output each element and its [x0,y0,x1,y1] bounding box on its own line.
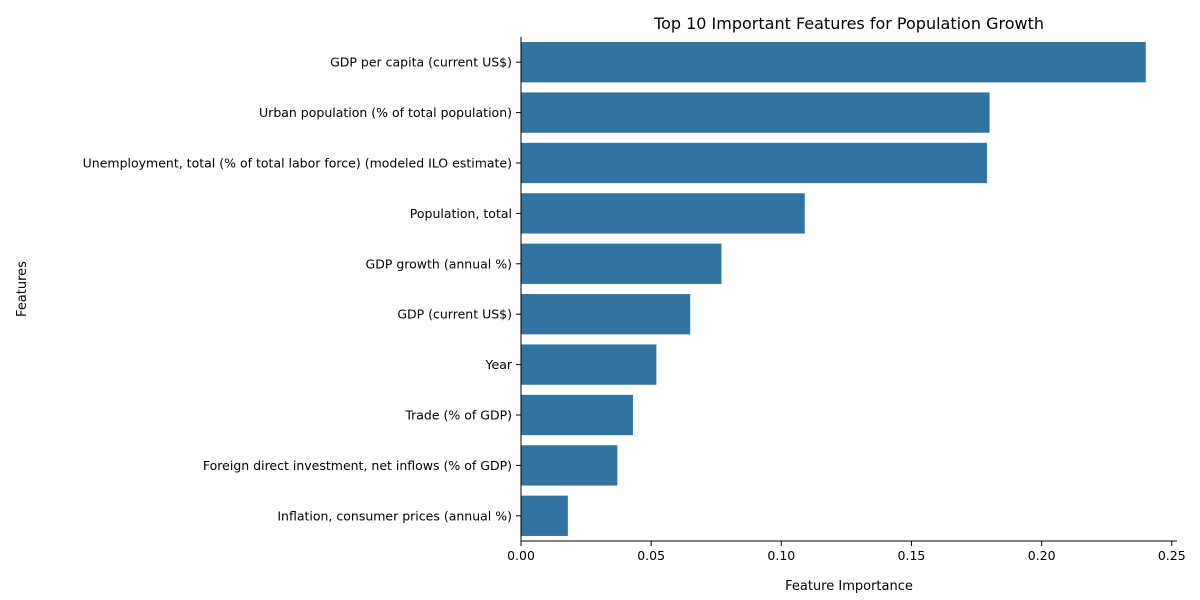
bar-8 [521,445,618,486]
bar-2 [521,142,987,184]
bar-6 [521,344,657,385]
bar-3 [521,193,805,234]
x-tick-label: 0.00 [507,548,535,563]
y-tick-label: Inflation, consumer prices (annual %) [277,508,512,523]
y-tick-label: Population, total [410,206,512,221]
y-tick-label: GDP (current US$) [397,307,512,322]
x-ticks-group: 0.00 0.05 0.10 0.15 0.20 0.25 [507,541,1186,563]
y-tick-label: GDP per capita (current US$) [330,55,512,70]
bars-group [521,42,1146,536]
y-axis-label: Features [15,261,30,317]
y-tick-label: Year [485,357,513,372]
x-tick-label: 0.20 [1028,548,1056,563]
bar-1 [521,92,990,133]
y-tick-label: Unemployment, total (% of total labor fo… [83,156,512,171]
y-tick-label: Urban population (% of total population) [259,105,512,120]
x-tick-label: 0.05 [637,548,665,563]
x-tick-label: 0.10 [767,548,795,563]
bar-0 [521,42,1146,83]
y-tick-label: GDP growth (annual %) [366,256,512,271]
y-ticks-group: GDP per capita (current US$) Urban popula… [83,55,521,523]
y-tick-label: Foreign direct investment, net inflows (… [203,458,512,473]
y-tick-label: Trade (% of GDP) [404,408,512,423]
x-tick-label: 0.15 [898,548,926,563]
bar-4 [521,243,722,284]
bar-7 [521,394,633,436]
bar-9 [521,495,568,536]
chart-title: Top 10 Important Features for Population… [653,14,1044,33]
bar-5 [521,294,691,335]
x-tick-label: 0.25 [1158,548,1186,563]
x-axis-label: Feature Importance [785,579,913,594]
